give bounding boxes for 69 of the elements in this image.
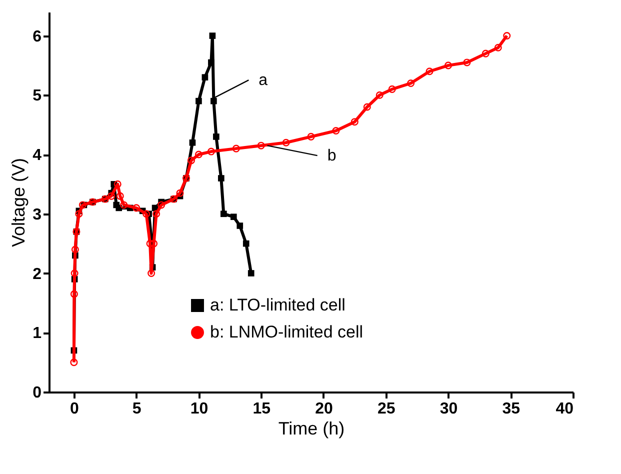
y-tick-label: 4: [32, 147, 42, 164]
point: [196, 98, 202, 104]
y-tick-label: 0: [32, 384, 42, 402]
point: [332, 126, 340, 135]
point: [207, 148, 215, 156]
point: [70, 269, 78, 278]
point: [108, 192, 116, 200]
x-tick-label: 5: [132, 400, 142, 418]
x-tick-label: 25: [377, 400, 396, 418]
point: [218, 175, 224, 182]
y-tick-label: 6: [32, 28, 42, 46]
point: [148, 269, 156, 278]
y-tick-label: 1: [32, 325, 42, 342]
point: [70, 290, 78, 298]
point: [189, 139, 196, 146]
point: [307, 132, 315, 140]
point: [220, 210, 227, 218]
point: [363, 103, 371, 111]
point: [426, 68, 434, 76]
point: [494, 44, 502, 52]
point: [208, 59, 214, 66]
point: [232, 144, 240, 152]
point: [503, 32, 511, 40]
point: [120, 201, 128, 209]
point: [376, 91, 384, 99]
point: [248, 270, 254, 276]
point: [202, 74, 208, 80]
point: [176, 189, 184, 197]
point: [257, 142, 265, 150]
legend-label: b: LNMO-limited cell: [210, 322, 364, 342]
point: [213, 134, 220, 140]
x-axis-title: Time (h): [278, 418, 345, 438]
x-tick-label: 10: [190, 400, 208, 418]
point: [444, 62, 452, 70]
point: [242, 240, 250, 247]
point: [194, 150, 202, 158]
point: [230, 214, 237, 220]
x-tick-label: 0: [70, 400, 79, 418]
point: [482, 50, 490, 58]
x-tick-label: 30: [440, 400, 458, 418]
y-tick-label: 3: [32, 206, 42, 224]
point: [158, 201, 166, 209]
x-tick-label: 20: [315, 400, 333, 418]
annotation: a: [258, 72, 268, 90]
point: [463, 58, 471, 66]
point: [132, 204, 140, 212]
x-tick-label: 40: [556, 400, 574, 418]
point: [209, 32, 216, 39]
point: [282, 138, 290, 146]
point: [236, 222, 244, 229]
y-axis-title: Voltage (V): [8, 158, 29, 248]
y-tick-label: 2: [32, 266, 42, 283]
point: [75, 210, 83, 218]
point: [142, 210, 150, 218]
point: [210, 98, 217, 104]
point: [407, 79, 415, 88]
x-tick-label: 15: [252, 400, 271, 418]
point: [152, 210, 160, 218]
point: [187, 156, 195, 164]
point: [388, 85, 396, 93]
point: [71, 246, 79, 254]
legend-label: a: LTO-limited cell: [210, 296, 346, 314]
x-tick-label: 35: [502, 400, 520, 418]
point: [114, 180, 122, 188]
point: [116, 192, 124, 200]
annotation: b: [327, 148, 336, 165]
point: [350, 118, 358, 126]
point: [70, 358, 78, 366]
y-tick-label: 5: [32, 88, 42, 105]
